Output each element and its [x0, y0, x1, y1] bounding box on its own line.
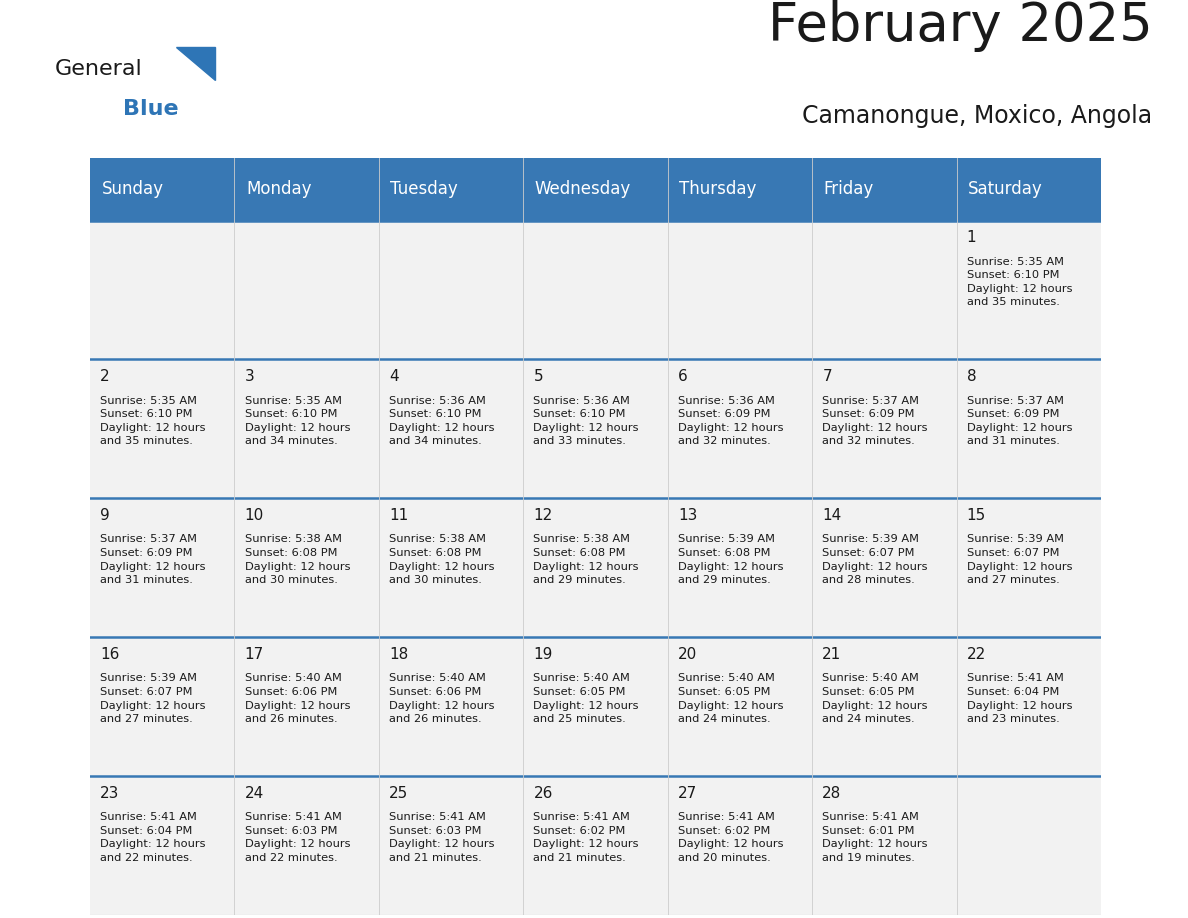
Polygon shape — [176, 47, 215, 80]
Bar — [90, 498, 1101, 637]
Text: Sunrise: 5:35 AM
Sunset: 6:10 PM
Daylight: 12 hours
and 35 minutes.: Sunrise: 5:35 AM Sunset: 6:10 PM Dayligh… — [100, 396, 206, 446]
Text: Sunrise: 5:38 AM
Sunset: 6:08 PM
Daylight: 12 hours
and 29 minutes.: Sunrise: 5:38 AM Sunset: 6:08 PM Dayligh… — [533, 534, 639, 585]
Text: Thursday: Thursday — [680, 180, 757, 198]
Text: Sunrise: 5:38 AM
Sunset: 6:08 PM
Daylight: 12 hours
and 30 minutes.: Sunrise: 5:38 AM Sunset: 6:08 PM Dayligh… — [245, 534, 350, 585]
Text: Sunrise: 5:41 AM
Sunset: 6:03 PM
Daylight: 12 hours
and 22 minutes.: Sunrise: 5:41 AM Sunset: 6:03 PM Dayligh… — [245, 812, 350, 863]
Text: General: General — [55, 59, 143, 79]
Text: Sunrise: 5:37 AM
Sunset: 6:09 PM
Daylight: 12 hours
and 31 minutes.: Sunrise: 5:37 AM Sunset: 6:09 PM Dayligh… — [100, 534, 206, 585]
Text: Camanongue, Moxico, Angola: Camanongue, Moxico, Angola — [802, 104, 1152, 128]
Bar — [523, 158, 668, 220]
Text: 19: 19 — [533, 647, 552, 662]
Text: Sunrise: 5:41 AM
Sunset: 6:04 PM
Daylight: 12 hours
and 23 minutes.: Sunrise: 5:41 AM Sunset: 6:04 PM Dayligh… — [967, 673, 1073, 724]
Text: Sunrise: 5:40 AM
Sunset: 6:05 PM
Daylight: 12 hours
and 25 minutes.: Sunrise: 5:40 AM Sunset: 6:05 PM Dayligh… — [533, 673, 639, 724]
Bar — [379, 158, 523, 220]
Text: 8: 8 — [967, 369, 977, 384]
Text: Sunrise: 5:35 AM
Sunset: 6:10 PM
Daylight: 12 hours
and 35 minutes.: Sunrise: 5:35 AM Sunset: 6:10 PM Dayligh… — [967, 257, 1073, 308]
Text: 18: 18 — [388, 647, 409, 662]
Bar — [90, 158, 234, 220]
Text: 20: 20 — [678, 647, 697, 662]
Text: 25: 25 — [388, 786, 409, 800]
Text: 1: 1 — [967, 230, 977, 245]
Text: Sunrise: 5:39 AM
Sunset: 6:08 PM
Daylight: 12 hours
and 29 minutes.: Sunrise: 5:39 AM Sunset: 6:08 PM Dayligh… — [678, 534, 783, 585]
Text: 2: 2 — [100, 369, 109, 384]
Text: 13: 13 — [678, 508, 697, 523]
Text: 5: 5 — [533, 369, 543, 384]
Text: Sunrise: 5:38 AM
Sunset: 6:08 PM
Daylight: 12 hours
and 30 minutes.: Sunrise: 5:38 AM Sunset: 6:08 PM Dayligh… — [388, 534, 494, 585]
Text: February 2025: February 2025 — [767, 0, 1152, 52]
Text: 3: 3 — [245, 369, 254, 384]
Text: Sunrise: 5:35 AM
Sunset: 6:10 PM
Daylight: 12 hours
and 34 minutes.: Sunrise: 5:35 AM Sunset: 6:10 PM Dayligh… — [245, 396, 350, 446]
Text: Sunrise: 5:40 AM
Sunset: 6:05 PM
Daylight: 12 hours
and 24 minutes.: Sunrise: 5:40 AM Sunset: 6:05 PM Dayligh… — [822, 673, 928, 724]
Text: Sunrise: 5:40 AM
Sunset: 6:06 PM
Daylight: 12 hours
and 26 minutes.: Sunrise: 5:40 AM Sunset: 6:06 PM Dayligh… — [245, 673, 350, 724]
Bar — [813, 158, 956, 220]
Text: 11: 11 — [388, 508, 409, 523]
Text: Saturday: Saturday — [968, 180, 1043, 198]
Text: 7: 7 — [822, 369, 832, 384]
Text: Sunrise: 5:41 AM
Sunset: 6:02 PM
Daylight: 12 hours
and 21 minutes.: Sunrise: 5:41 AM Sunset: 6:02 PM Dayligh… — [533, 812, 639, 863]
Text: Sunrise: 5:41 AM
Sunset: 6:02 PM
Daylight: 12 hours
and 20 minutes.: Sunrise: 5:41 AM Sunset: 6:02 PM Dayligh… — [678, 812, 783, 863]
Text: Sunrise: 5:36 AM
Sunset: 6:10 PM
Daylight: 12 hours
and 33 minutes.: Sunrise: 5:36 AM Sunset: 6:10 PM Dayligh… — [533, 396, 639, 446]
Bar — [234, 158, 379, 220]
Text: Monday: Monday — [246, 180, 311, 198]
Text: Tuesday: Tuesday — [391, 180, 459, 198]
Bar — [668, 158, 813, 220]
Text: Blue: Blue — [124, 99, 179, 119]
Bar — [90, 776, 1101, 915]
Text: Sunrise: 5:37 AM
Sunset: 6:09 PM
Daylight: 12 hours
and 32 minutes.: Sunrise: 5:37 AM Sunset: 6:09 PM Dayligh… — [822, 396, 928, 446]
Text: 21: 21 — [822, 647, 841, 662]
Text: Sunrise: 5:36 AM
Sunset: 6:09 PM
Daylight: 12 hours
and 32 minutes.: Sunrise: 5:36 AM Sunset: 6:09 PM Dayligh… — [678, 396, 783, 446]
Text: 15: 15 — [967, 508, 986, 523]
Text: Sunrise: 5:37 AM
Sunset: 6:09 PM
Daylight: 12 hours
and 31 minutes.: Sunrise: 5:37 AM Sunset: 6:09 PM Dayligh… — [967, 396, 1073, 446]
Text: 27: 27 — [678, 786, 697, 800]
Text: Sunrise: 5:36 AM
Sunset: 6:10 PM
Daylight: 12 hours
and 34 minutes.: Sunrise: 5:36 AM Sunset: 6:10 PM Dayligh… — [388, 396, 494, 446]
Text: Sunday: Sunday — [101, 180, 164, 198]
Text: Sunrise: 5:40 AM
Sunset: 6:05 PM
Daylight: 12 hours
and 24 minutes.: Sunrise: 5:40 AM Sunset: 6:05 PM Dayligh… — [678, 673, 783, 724]
Text: 16: 16 — [100, 647, 120, 662]
Bar — [90, 360, 1101, 498]
Text: 4: 4 — [388, 369, 399, 384]
Text: 14: 14 — [822, 508, 841, 523]
Text: Sunrise: 5:39 AM
Sunset: 6:07 PM
Daylight: 12 hours
and 27 minutes.: Sunrise: 5:39 AM Sunset: 6:07 PM Dayligh… — [967, 534, 1073, 585]
Bar — [956, 158, 1101, 220]
Text: Sunrise: 5:40 AM
Sunset: 6:06 PM
Daylight: 12 hours
and 26 minutes.: Sunrise: 5:40 AM Sunset: 6:06 PM Dayligh… — [388, 673, 494, 724]
Text: Friday: Friday — [823, 180, 874, 198]
Text: 10: 10 — [245, 508, 264, 523]
Text: 22: 22 — [967, 647, 986, 662]
Bar — [90, 220, 1101, 360]
Text: Sunrise: 5:41 AM
Sunset: 6:01 PM
Daylight: 12 hours
and 19 minutes.: Sunrise: 5:41 AM Sunset: 6:01 PM Dayligh… — [822, 812, 928, 863]
Text: Sunrise: 5:41 AM
Sunset: 6:03 PM
Daylight: 12 hours
and 21 minutes.: Sunrise: 5:41 AM Sunset: 6:03 PM Dayligh… — [388, 812, 494, 863]
Text: 9: 9 — [100, 508, 109, 523]
Text: 6: 6 — [678, 369, 688, 384]
Text: 12: 12 — [533, 508, 552, 523]
Text: Sunrise: 5:41 AM
Sunset: 6:04 PM
Daylight: 12 hours
and 22 minutes.: Sunrise: 5:41 AM Sunset: 6:04 PM Dayligh… — [100, 812, 206, 863]
Text: 24: 24 — [245, 786, 264, 800]
Text: Sunrise: 5:39 AM
Sunset: 6:07 PM
Daylight: 12 hours
and 28 minutes.: Sunrise: 5:39 AM Sunset: 6:07 PM Dayligh… — [822, 534, 928, 585]
Text: 17: 17 — [245, 647, 264, 662]
Text: Sunrise: 5:39 AM
Sunset: 6:07 PM
Daylight: 12 hours
and 27 minutes.: Sunrise: 5:39 AM Sunset: 6:07 PM Dayligh… — [100, 673, 206, 724]
Text: 23: 23 — [100, 786, 120, 800]
Text: Wednesday: Wednesday — [535, 180, 631, 198]
Text: 28: 28 — [822, 786, 841, 800]
Text: 26: 26 — [533, 786, 552, 800]
Bar — [90, 637, 1101, 776]
